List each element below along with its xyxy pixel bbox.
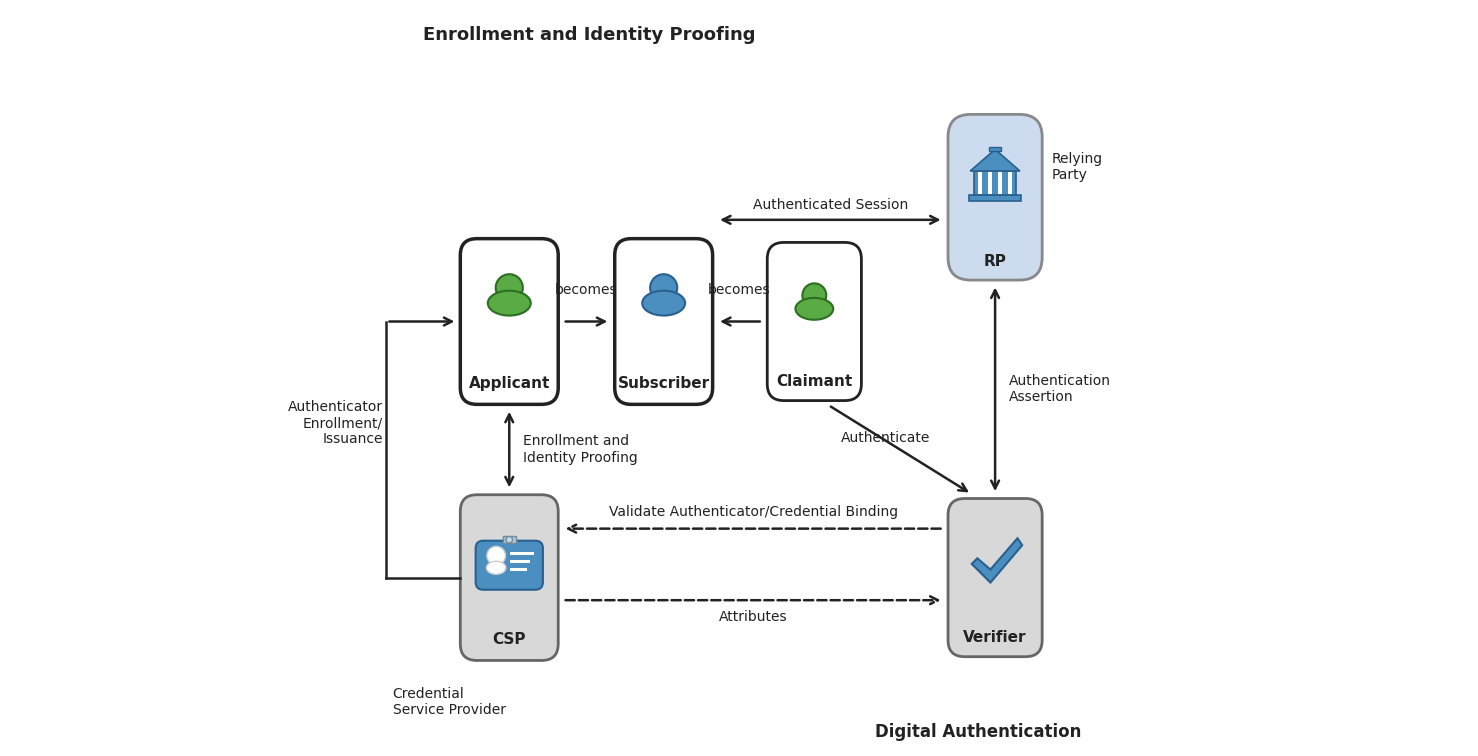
Polygon shape [971, 538, 1023, 583]
FancyBboxPatch shape [476, 541, 542, 590]
Bar [978, 172, 981, 194]
Bar [970, 194, 1021, 201]
Bar [510, 553, 534, 556]
Ellipse shape [488, 291, 531, 315]
Circle shape [803, 284, 826, 307]
Circle shape [486, 547, 505, 565]
Circle shape [495, 274, 523, 302]
Text: Digital Authentication: Digital Authentication [875, 723, 1080, 741]
Text: Credential
Service Provider: Credential Service Provider [393, 686, 505, 717]
Text: Validate Authenticator/Credential Binding: Validate Authenticator/Credential Bindin… [609, 505, 897, 519]
Text: Relying
Party: Relying Party [1051, 152, 1103, 182]
Text: Authenticate: Authenticate [841, 431, 931, 445]
Bar [510, 560, 531, 563]
FancyBboxPatch shape [615, 239, 712, 404]
Text: Authentication
Assertion: Authentication Assertion [1008, 374, 1110, 404]
FancyBboxPatch shape [947, 114, 1042, 280]
FancyBboxPatch shape [460, 239, 559, 404]
FancyBboxPatch shape [460, 494, 559, 661]
Bar [989, 147, 1002, 151]
Text: Subscriber: Subscriber [618, 376, 709, 391]
Text: becomes: becomes [708, 283, 770, 297]
Text: Enrollment and
Identity Proofing: Enrollment and Identity Proofing [523, 435, 637, 465]
Circle shape [505, 537, 513, 543]
Bar [989, 172, 992, 194]
Bar [974, 171, 1015, 194]
Text: Enrollment and Identity Proofing: Enrollment and Identity Proofing [423, 26, 755, 45]
Text: Verifier: Verifier [964, 631, 1027, 646]
Bar [503, 537, 516, 543]
Text: CSP: CSP [492, 632, 526, 647]
FancyBboxPatch shape [767, 243, 862, 401]
Ellipse shape [795, 298, 834, 320]
Text: Authenticator
Enrollment/
Issuance: Authenticator Enrollment/ Issuance [288, 400, 383, 446]
Bar [1008, 172, 1012, 194]
Polygon shape [970, 150, 1020, 171]
Text: becomes: becomes [556, 283, 618, 297]
Bar [998, 172, 1002, 194]
Text: Authenticated Session: Authenticated Session [752, 198, 907, 212]
Ellipse shape [643, 291, 686, 315]
FancyBboxPatch shape [947, 498, 1042, 657]
Circle shape [650, 274, 677, 302]
Text: Claimant: Claimant [776, 374, 853, 389]
Text: RP: RP [984, 254, 1007, 268]
Bar [510, 569, 528, 572]
Ellipse shape [486, 561, 505, 575]
Text: Attributes: Attributes [718, 610, 788, 624]
Text: Applicant: Applicant [469, 376, 550, 391]
